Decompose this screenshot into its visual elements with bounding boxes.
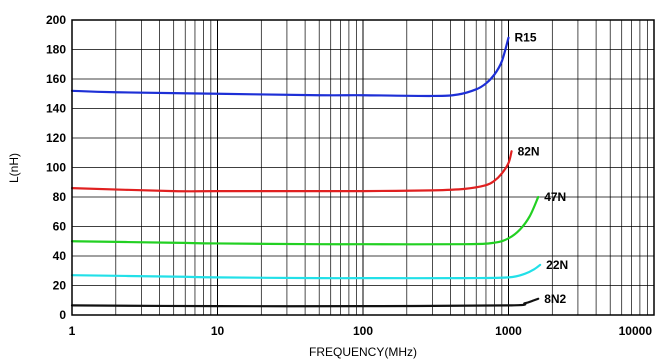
- series-label-47n: 47N: [544, 190, 566, 204]
- y-tick-labels: 0 20 40 60 80 100 120 140 160 180 200: [46, 13, 66, 322]
- y-tick-label: 40: [53, 249, 67, 263]
- series-lines: [70, 36, 542, 308]
- grid: [71, 19, 655, 316]
- y-tick-label: 60: [53, 220, 67, 234]
- x-tick-label: 10: [211, 324, 225, 338]
- series-label-82n: 82N: [518, 144, 540, 158]
- series-line-82n: [70, 150, 513, 193]
- y-tick-label: 180: [46, 43, 66, 57]
- x-tick-label: 1: [69, 324, 76, 338]
- y-tick-label: 200: [46, 13, 66, 27]
- series-line-r15: [70, 36, 510, 98]
- series-line-22n: [70, 263, 542, 280]
- y-tick-label: 160: [46, 72, 66, 86]
- x-axis-label: FREQUENCY(MHz): [309, 345, 417, 359]
- series-label-8n2: 8N2: [544, 292, 566, 306]
- y-tick-label: 0: [59, 308, 66, 322]
- y-tick-label: 80: [53, 190, 67, 204]
- y-tick-label: 140: [46, 102, 66, 116]
- series-line-8n2: [70, 297, 540, 308]
- series-label-r15: R15: [515, 31, 537, 45]
- plot-frame: [71, 19, 655, 316]
- x-tick-label: 1000: [495, 324, 522, 338]
- series-label-22n: 22N: [546, 258, 568, 272]
- x-tick-label: 10000: [619, 324, 653, 338]
- y-tick-label: 120: [46, 131, 66, 145]
- x-tick-label: 100: [353, 324, 373, 338]
- series-line-47n: [70, 195, 540, 246]
- y-tick-label: 100: [46, 161, 66, 175]
- series-labels: R15 82N 47N 22N 8N2: [515, 31, 569, 306]
- y-axis-label: L(nH): [7, 153, 21, 183]
- x-tick-labels: 1 10 100 1000 10000: [69, 324, 653, 338]
- y-tick-label: 20: [53, 279, 67, 293]
